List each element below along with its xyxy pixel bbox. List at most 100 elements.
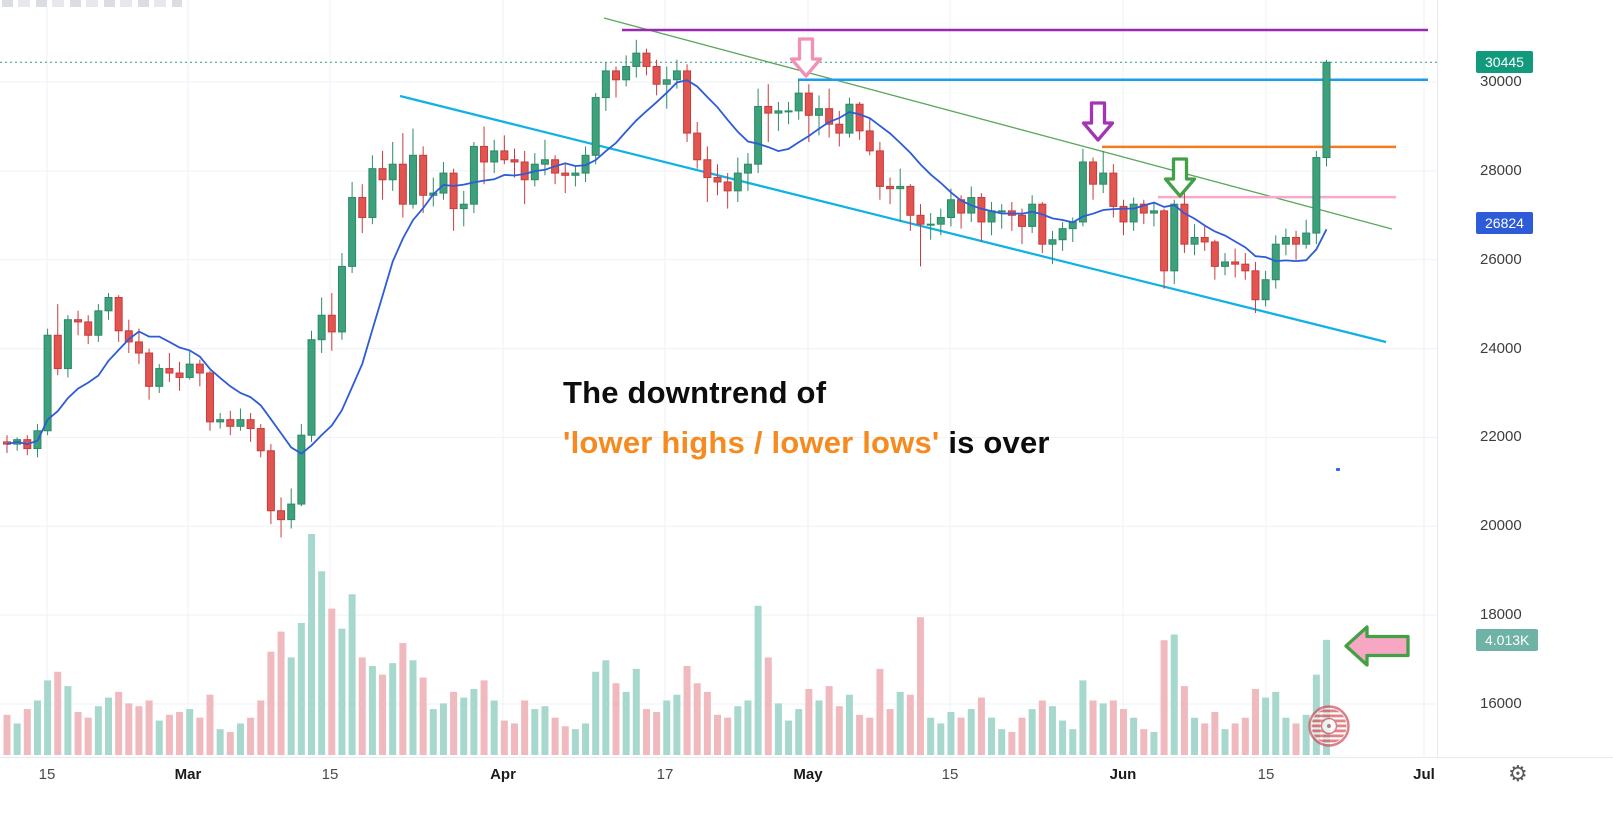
volume-bar bbox=[1059, 720, 1067, 755]
candle-body bbox=[368, 168, 377, 219]
volume-bar bbox=[247, 717, 255, 755]
volume-bar bbox=[582, 723, 590, 755]
annotation-line2-orange: 'lower highs / lower lows' bbox=[563, 425, 940, 460]
candle-body bbox=[540, 159, 549, 165]
candle-body bbox=[63, 319, 72, 370]
volume-bar bbox=[328, 608, 336, 755]
candle-body bbox=[804, 92, 813, 116]
chart-series-layer bbox=[0, 0, 1437, 757]
volume-bar bbox=[1140, 729, 1148, 755]
volume-bar bbox=[856, 714, 864, 755]
volume-bar bbox=[805, 688, 813, 755]
candle-body bbox=[896, 185, 905, 190]
candle-body bbox=[175, 372, 184, 378]
volume-bar bbox=[612, 683, 620, 755]
candle-body bbox=[825, 108, 834, 125]
volume-bar bbox=[287, 657, 295, 755]
volume-bar bbox=[1170, 634, 1178, 755]
candle-body bbox=[409, 154, 417, 205]
green-downtrend-line[interactable] bbox=[603, 17, 1393, 230]
pink-left-arrow[interactable] bbox=[1344, 625, 1410, 667]
candle-body bbox=[490, 150, 499, 163]
volume-bar bbox=[1292, 723, 1300, 755]
candle-body bbox=[94, 310, 103, 336]
cyan-downtrend-line[interactable] bbox=[399, 94, 1387, 344]
volume-bar bbox=[947, 711, 955, 755]
candle-body bbox=[1129, 203, 1138, 223]
volume-bar bbox=[754, 605, 762, 755]
purple-down-arrow[interactable] bbox=[1081, 101, 1115, 142]
candle-body bbox=[936, 217, 945, 225]
time-axis[interactable]: 15 Mar 15 Apr 17 May 15 Jun 15 Jul ⚙ bbox=[0, 757, 1613, 816]
volume-bar bbox=[886, 709, 894, 755]
candle-body bbox=[612, 70, 620, 81]
volume-bar bbox=[998, 729, 1006, 755]
us-flag-marker-icon[interactable] bbox=[1308, 705, 1350, 747]
volume-bar bbox=[937, 723, 945, 755]
candle-body bbox=[591, 97, 600, 156]
candle-body bbox=[469, 145, 478, 205]
candle-body bbox=[774, 110, 783, 114]
volume-bar bbox=[1008, 732, 1016, 755]
volume-bar bbox=[642, 709, 650, 755]
candle-body bbox=[388, 163, 397, 181]
candle-body bbox=[723, 181, 732, 192]
candle-body bbox=[906, 185, 915, 216]
volume-bar bbox=[632, 668, 640, 755]
volume-bar bbox=[419, 677, 427, 755]
price-chart-canvas[interactable] bbox=[0, 0, 1437, 757]
green-down-arrow[interactable] bbox=[1163, 157, 1197, 198]
time-tick-label: Jun bbox=[1109, 766, 1137, 783]
candle-body bbox=[845, 103, 854, 134]
ma-line bbox=[6, 79, 1328, 455]
volume-bar bbox=[1251, 688, 1259, 755]
candle-body bbox=[1160, 210, 1169, 272]
candle-body bbox=[358, 197, 367, 219]
volume-bar bbox=[480, 680, 488, 755]
volume-bar bbox=[521, 700, 529, 755]
candle-body bbox=[632, 52, 641, 67]
volume-bar bbox=[927, 717, 935, 755]
volume-bar bbox=[622, 691, 630, 755]
candle-body bbox=[713, 177, 722, 183]
candle-body bbox=[835, 123, 844, 134]
annotation-text[interactable]: The downtrend of 'lower highs / lower lo… bbox=[563, 368, 1050, 468]
candle-body bbox=[185, 363, 194, 378]
volume-bar bbox=[602, 660, 610, 755]
pink-down-arrow[interactable] bbox=[789, 37, 823, 78]
volume-bar bbox=[1231, 723, 1239, 755]
candle-body bbox=[1038, 203, 1047, 245]
price-tick-label: 22000 bbox=[1480, 428, 1522, 446]
candle-body bbox=[662, 79, 671, 85]
volume-bar bbox=[105, 697, 112, 755]
volume-bar bbox=[795, 709, 803, 755]
settings-gear-icon[interactable]: ⚙ bbox=[1508, 761, 1528, 786]
volume-bar bbox=[663, 700, 671, 755]
candle-body bbox=[764, 105, 773, 114]
price-axis[interactable]: 30000 28000 26000 24000 22000 20000 18000 16000… bbox=[1437, 0, 1613, 757]
time-tick-label: 15 bbox=[321, 766, 339, 783]
candle-body bbox=[246, 419, 255, 430]
candle-body bbox=[815, 108, 823, 116]
volume-bar bbox=[226, 732, 234, 755]
volume-bar bbox=[531, 709, 539, 755]
last-price-badge: 30445 bbox=[1476, 51, 1533, 74]
volume-bar bbox=[815, 700, 823, 755]
candle-body bbox=[327, 314, 336, 333]
candle-body bbox=[439, 172, 448, 194]
candle-body bbox=[926, 223, 935, 226]
candle-body bbox=[672, 70, 681, 81]
annotation-line2: 'lower highs / lower lows' is over bbox=[563, 418, 1050, 468]
volume-bar bbox=[460, 697, 468, 755]
candle-body bbox=[1302, 232, 1311, 245]
price-tick-label: 28000 bbox=[1480, 161, 1522, 179]
volume-bar bbox=[1018, 717, 1026, 755]
volume-bar bbox=[683, 666, 691, 755]
time-tick-label: Apr bbox=[490, 766, 516, 783]
volume-bar bbox=[216, 729, 224, 755]
volume-bar bbox=[186, 709, 194, 755]
volume-bar bbox=[764, 657, 772, 755]
candle-body bbox=[500, 150, 509, 161]
volume-bar bbox=[561, 726, 569, 755]
